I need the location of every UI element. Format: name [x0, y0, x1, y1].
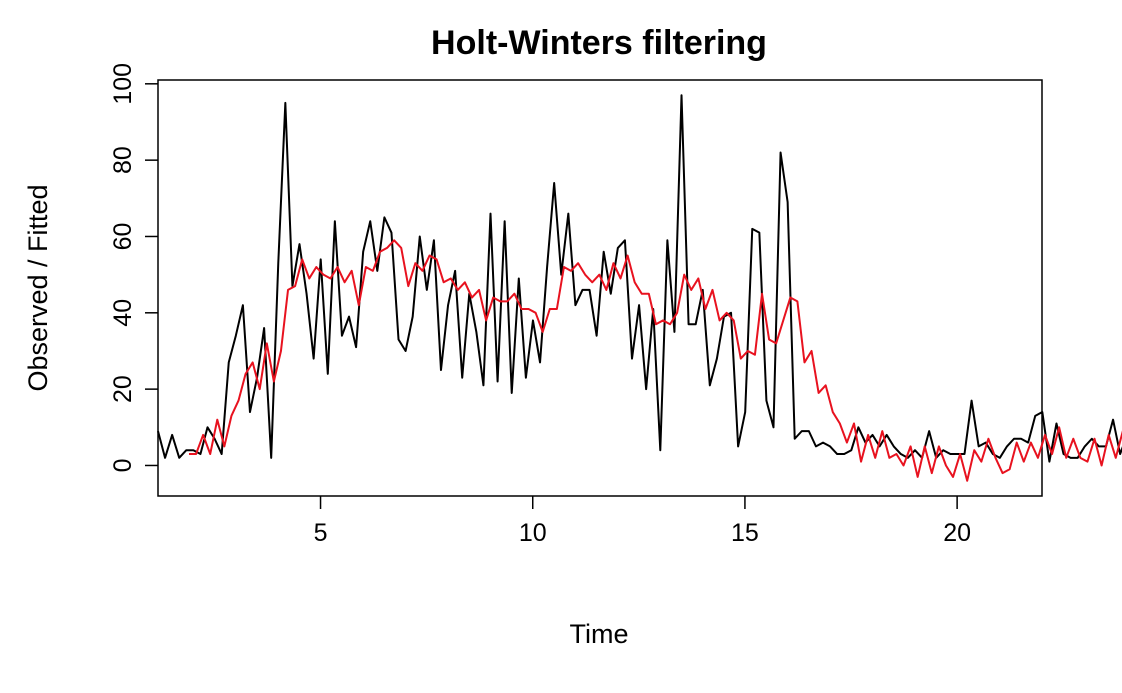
y-tick-label: 60: [109, 223, 137, 251]
x-tick-label: 5: [314, 519, 328, 547]
chart-title: Holt-Winters filtering: [431, 24, 767, 62]
x-tick-label: 10: [519, 519, 547, 547]
x-axis-label: Time: [570, 619, 629, 649]
x-tick-label: 15: [731, 519, 759, 547]
y-tick-label: 20: [109, 375, 137, 403]
series-layer: [157, 94, 1122, 482]
y-tick-label: 0: [109, 459, 137, 473]
x-tick-label: 20: [943, 519, 971, 547]
y-axis-label: Observed / Fitted: [23, 184, 53, 391]
observed-series-line: [157, 94, 1122, 463]
y-tick-label: 100: [109, 63, 137, 105]
y-tick-label: 80: [109, 146, 137, 174]
x-axis: 5 10 15 20: [314, 496, 971, 547]
y-tick-label: 40: [109, 299, 137, 327]
fitted-series-line: [188, 239, 1122, 482]
plot-frame: [157, 79, 1043, 497]
y-axis: 0 20 40 60 80 100: [109, 63, 158, 472]
